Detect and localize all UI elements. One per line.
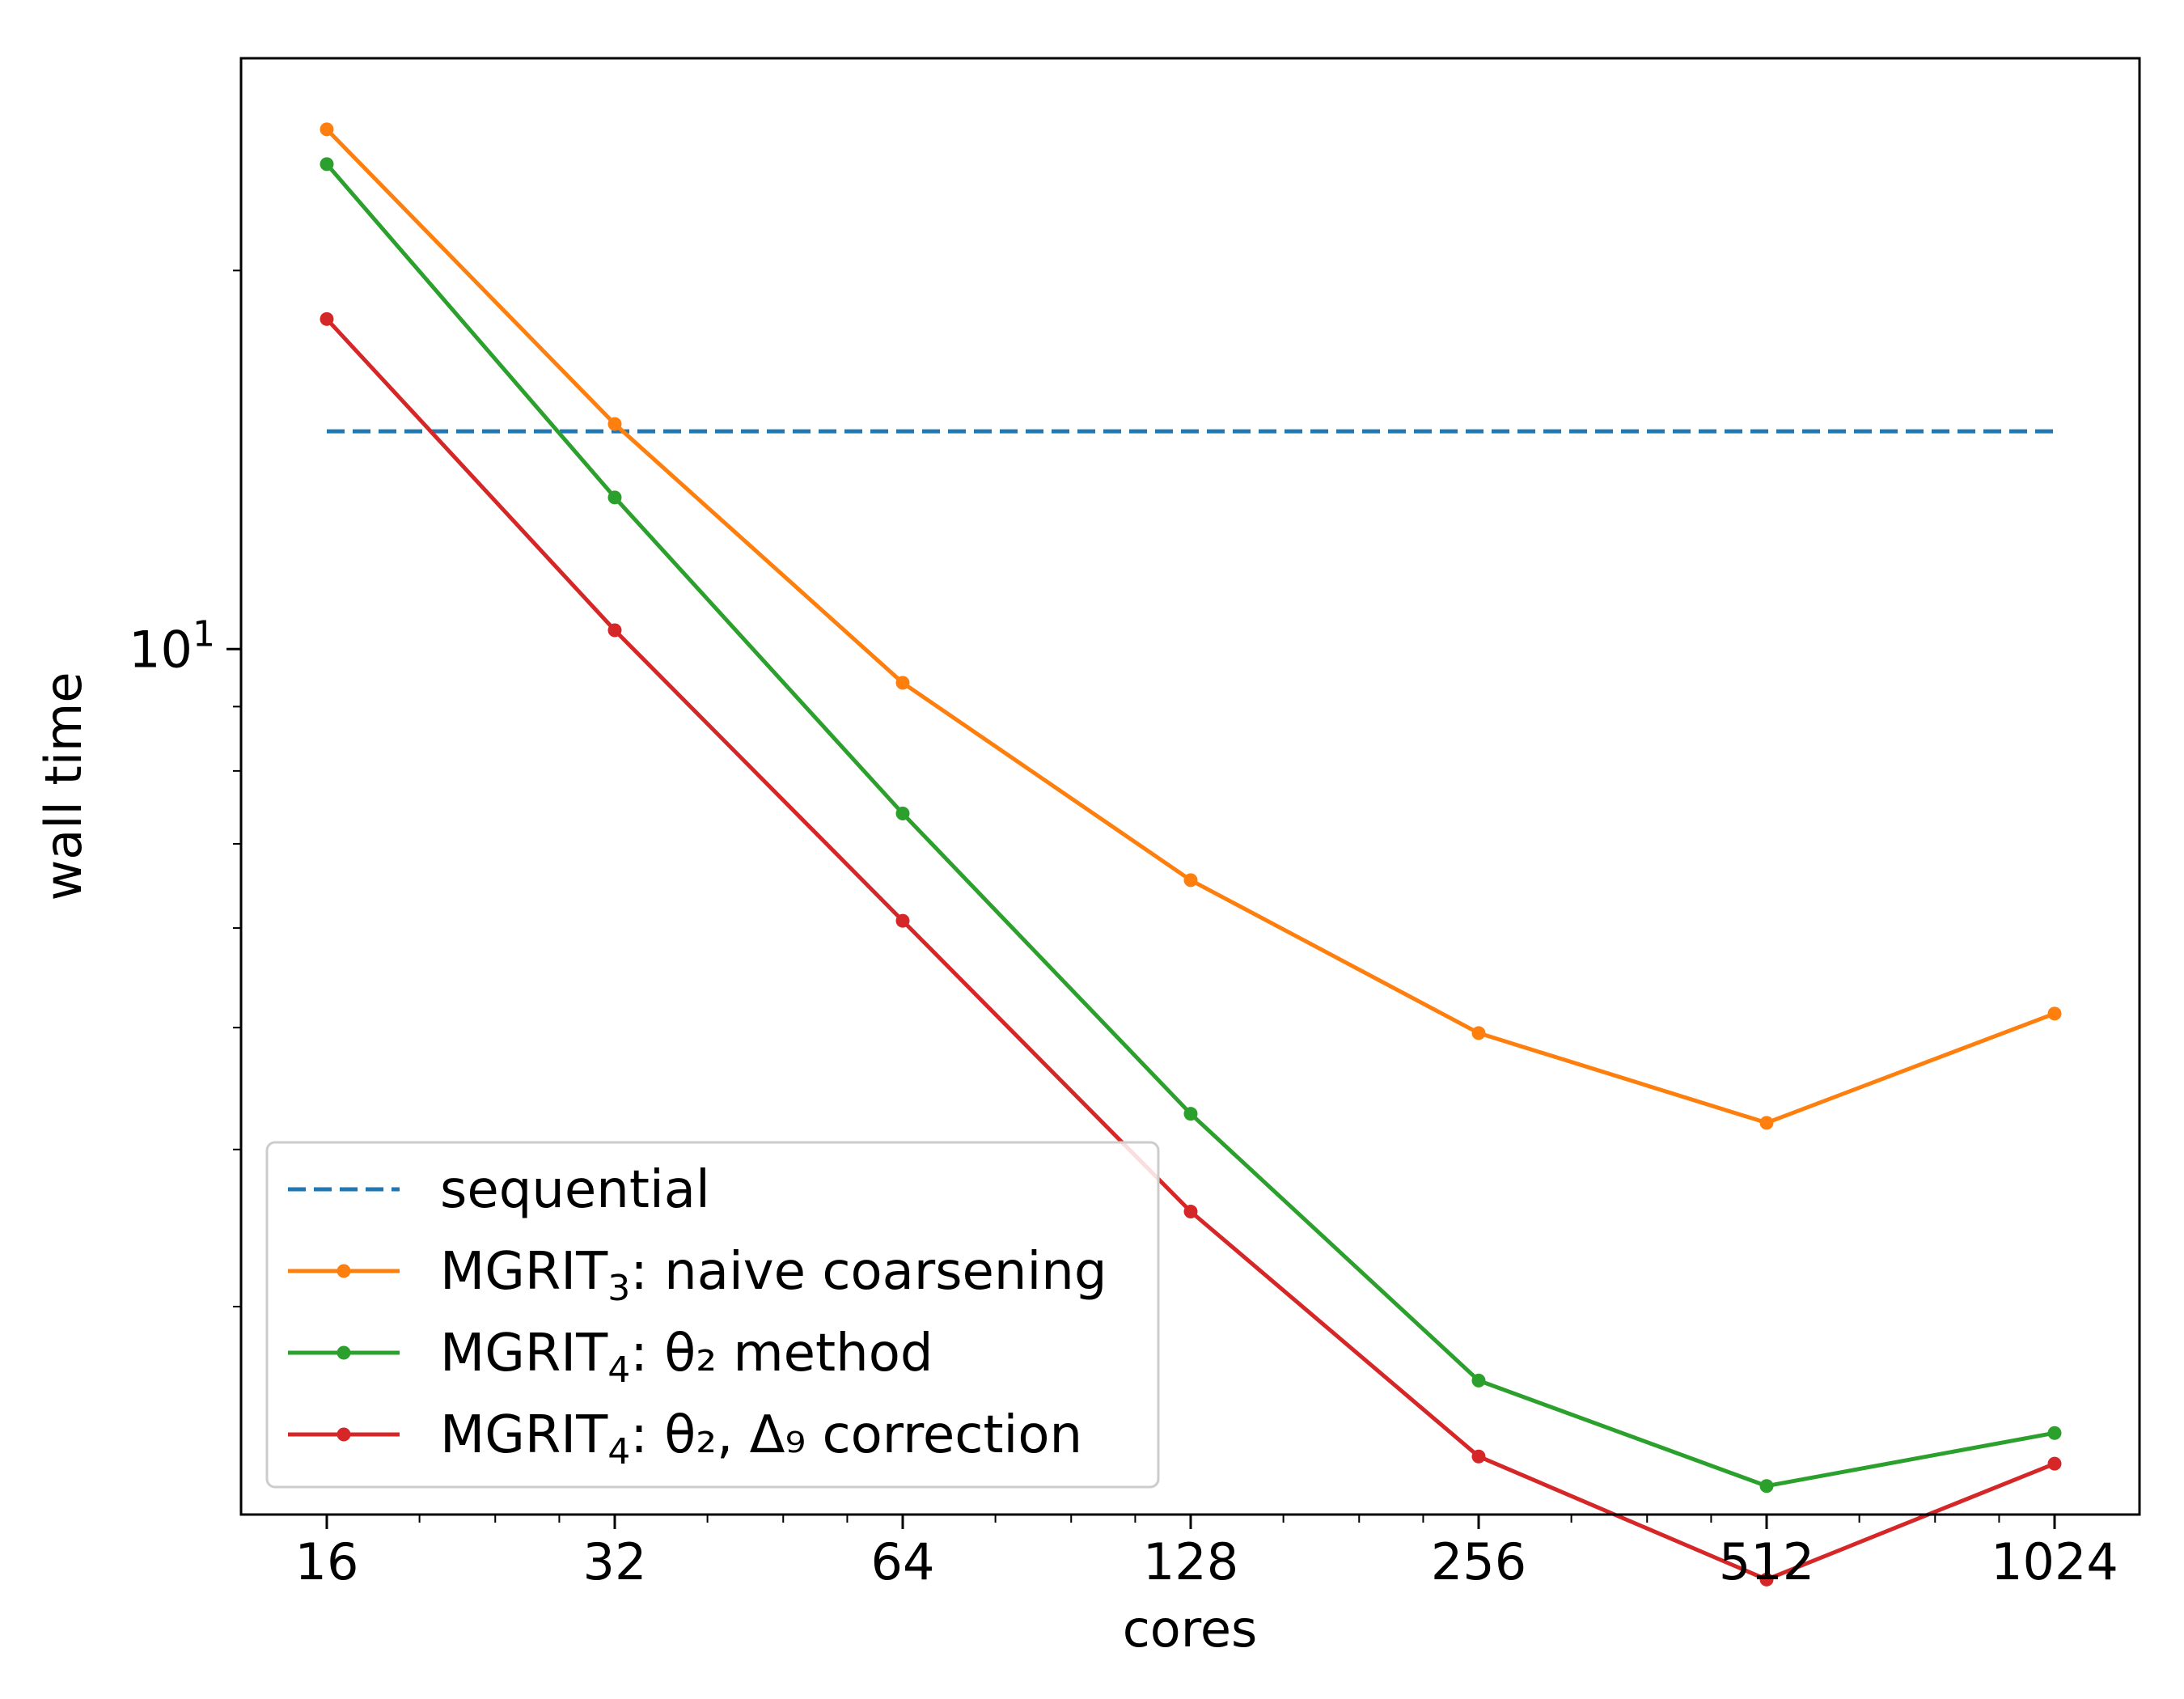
data-point (895, 913, 910, 928)
legend-item: MGRIT3: naive coarsening (288, 1242, 1107, 1309)
series-1 (320, 122, 2062, 1130)
data-point (1183, 1205, 1198, 1219)
legend-label: MGRIT3: naive coarsening (440, 1242, 1107, 1309)
data-point (320, 311, 334, 326)
data-point (320, 122, 334, 137)
data-point (320, 157, 334, 172)
legend-item: sequential (288, 1160, 710, 1220)
legend: sequential MGRIT3: naive coarsening MGRIT4… (265, 1141, 1160, 1489)
series-2 (320, 157, 2062, 1494)
data-point (2047, 1426, 2062, 1440)
legend-label: MGRIT4: θ₂, Δ₉ correction (440, 1405, 1082, 1472)
x-tick-label: 1024 (1991, 1532, 2118, 1591)
data-point (1471, 1449, 1486, 1464)
data-point (1183, 1107, 1198, 1121)
x-tick-label: 256 (1431, 1532, 1526, 1591)
data-point (895, 676, 910, 690)
legend-label: MGRIT4: θ₂ method (440, 1324, 933, 1391)
x-tick-label: 512 (1719, 1532, 1814, 1591)
plot-area-frame (239, 57, 2141, 1516)
tick-layer: 16 32 64 128 256 512 1024 101 (129, 269, 2118, 1591)
series-3 (320, 311, 2062, 1587)
data-point (1471, 1373, 1486, 1388)
x-axis-label: cores (1123, 1599, 1258, 1659)
legend-marker (336, 1427, 351, 1442)
data-point (607, 417, 622, 431)
data-point (1471, 1026, 1486, 1040)
data-point (895, 807, 910, 821)
data-point (1759, 1572, 1774, 1587)
legend-marker (336, 1345, 351, 1360)
x-tick-label: 32 (583, 1532, 647, 1591)
x-tick-label: 16 (295, 1532, 359, 1591)
data-point (2047, 1006, 2062, 1021)
legend-item: MGRIT4: θ₂ method (288, 1324, 933, 1391)
legend-item: MGRIT4: θ₂, Δ₉ correction (288, 1405, 1082, 1472)
data-point (1759, 1116, 1774, 1130)
x-tick-label: 64 (871, 1532, 935, 1591)
x-tick-label: 128 (1143, 1532, 1238, 1591)
legend-marker (336, 1264, 351, 1278)
y-tick-label: 101 (129, 613, 215, 679)
series-layer (320, 122, 2062, 1587)
legend-box (265, 1141, 1160, 1489)
legend-label: sequential (440, 1160, 710, 1220)
data-point (1183, 873, 1198, 888)
data-point (607, 490, 622, 505)
y-axis-label: wall time (34, 672, 93, 901)
data-point (1759, 1479, 1774, 1494)
data-point (2047, 1456, 2062, 1471)
data-point (607, 623, 622, 638)
